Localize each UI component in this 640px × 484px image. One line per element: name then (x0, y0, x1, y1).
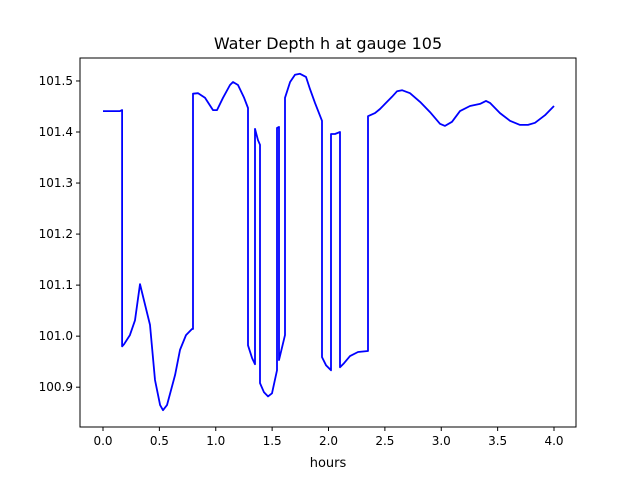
y-tick-label: 101.4 (39, 125, 73, 139)
x-tick-label: 4.0 (544, 434, 563, 448)
x-tick-label: 1.0 (206, 434, 225, 448)
y-tick-label: 101.5 (39, 74, 73, 88)
chart-title: Water Depth h at gauge 105 (214, 34, 442, 53)
x-tick-label: 3.5 (488, 434, 507, 448)
x-axis-label: hours (310, 456, 347, 471)
y-tick-label: 101.3 (39, 176, 73, 190)
x-tick-label: 1.5 (263, 434, 282, 448)
plot-frame (79, 57, 577, 428)
x-tick-label: 2.0 (319, 434, 338, 448)
y-tick-label: 101.0 (39, 329, 73, 343)
y-tick-label: 101.2 (39, 227, 73, 241)
x-tick-label: 0.0 (93, 434, 112, 448)
x-tick-label: 3.0 (432, 434, 451, 448)
x-tick-label: 2.5 (375, 434, 394, 448)
series-line-h (103, 72, 555, 412)
x-tick-label: 0.5 (150, 434, 169, 448)
y-tick-label: 100.9 (39, 380, 73, 394)
y-tick-label: 101.1 (39, 278, 73, 292)
